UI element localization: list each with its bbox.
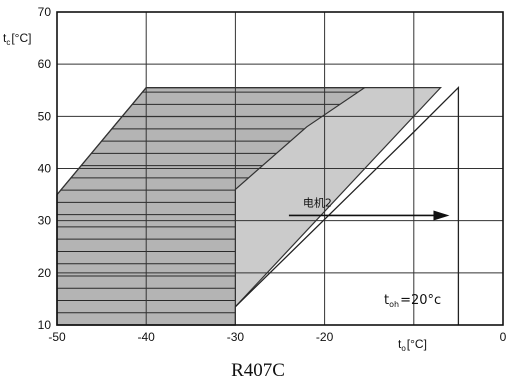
x-tick-label: -40 [138, 330, 156, 344]
y-axis-label-main: t [3, 31, 7, 45]
x-tick-label: -30 [227, 330, 245, 344]
toh-sub: oh [389, 300, 399, 309]
y-tick-labels: 10 20 30 40 50 60 70 [38, 5, 52, 332]
hatched-envelope-fill [57, 87, 365, 325]
chart-title: R407C [231, 360, 285, 381]
arrow-head-icon [433, 210, 450, 221]
x-tick-label: -20 [316, 330, 334, 344]
toh-value: =20°c [400, 293, 441, 308]
x-tick-labels: -50 -40 -30 -20 0 [48, 330, 506, 344]
x-axis-label-sub: o [401, 344, 406, 353]
boundary-line [234, 86, 460, 325]
y-axis-label: tc[°C] [3, 31, 31, 47]
x-tick-label: -50 [48, 330, 66, 344]
x-axis-label-unit: [°C] [407, 337, 427, 351]
y-tick-label: 30 [38, 214, 52, 228]
plot-border [56, 11, 504, 326]
y-tick-label: 40 [38, 162, 52, 176]
motor-label: 电机2 [303, 195, 332, 209]
x-axis-label: to[°C] [398, 337, 427, 353]
toh-main: t [384, 293, 389, 308]
y-axis-label-sub: c [6, 38, 10, 47]
y-tick-label: 20 [38, 266, 52, 280]
plot-frame [56, 11, 504, 326]
y-axis-label-unit: [°C] [11, 31, 31, 45]
y-tick-label: 60 [38, 57, 52, 71]
y-tick-label: 50 [38, 109, 52, 123]
x-tick-label: 0 [500, 330, 507, 344]
toh-annotation: toh=20°c [384, 293, 441, 309]
y-tick-label: 10 [38, 318, 52, 332]
x-axis-label-main: t [398, 337, 402, 351]
y-tick-label: 70 [38, 5, 52, 19]
envelope-regions [57, 87, 441, 325]
